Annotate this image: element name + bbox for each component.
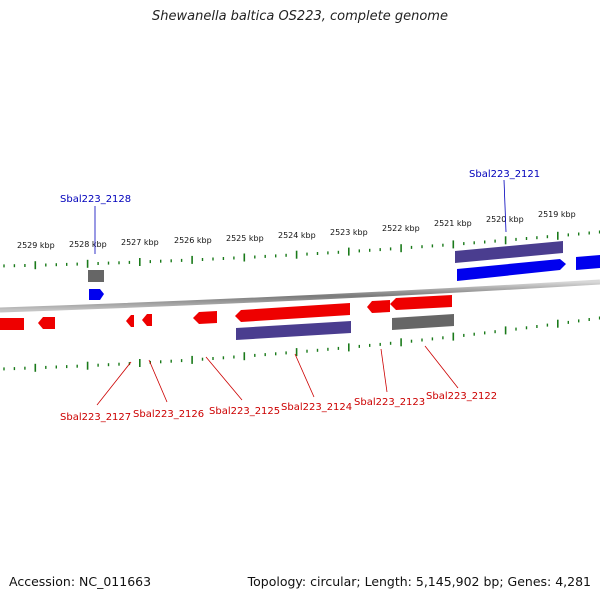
gene-arrow-small[interactable] <box>126 315 134 327</box>
kbp-label: 2524 kbp <box>278 231 316 240</box>
kbp-label-group: 2529 kbp 2528 kbp 2527 kbp 2526 kbp 2525… <box>17 210 576 250</box>
gene-label[interactable]: Sbal223_2125 <box>209 406 280 417</box>
gene-arrow-sbal223-2127[interactable] <box>38 317 55 329</box>
gene-arrow-sbal223-2121[interactable] <box>457 259 566 281</box>
leader-line <box>380 348 388 393</box>
gene-feature-gray[interactable] <box>88 270 104 282</box>
kbp-label: 2521 kbp <box>434 219 472 228</box>
forward-strand-features <box>88 241 600 300</box>
reverse-strand-features <box>0 295 454 340</box>
gene-label[interactable]: Sbal223_2127 <box>60 412 131 423</box>
gene-label[interactable]: Sbal223_2128 <box>60 194 131 205</box>
gene-feature-purple[interactable] <box>236 321 351 340</box>
gene-label[interactable]: Sbal223_2121 <box>469 169 540 180</box>
accession-text: Accession: NC_011663 <box>9 574 152 589</box>
leader-line <box>424 345 459 389</box>
gene-label[interactable]: Sbal223_2122 <box>426 391 497 402</box>
gene-label[interactable]: Sbal223_2126 <box>133 409 204 420</box>
gene-arrow-partial-left[interactable] <box>0 318 24 330</box>
kbp-label: 2529 kbp <box>17 241 55 250</box>
gene-arrow-sbal223-2122[interactable] <box>390 295 452 310</box>
label-leaders <box>94 179 507 406</box>
gene-arrow-partial[interactable] <box>576 255 600 270</box>
kbp-label: 2525 kbp <box>226 234 264 243</box>
leader-line <box>205 356 243 401</box>
gene-feature-purple[interactable] <box>455 241 563 263</box>
gene-arrow-sbal223-2124[interactable] <box>235 303 350 322</box>
kbp-label: 2520 kbp <box>486 215 524 224</box>
genome-backbone <box>0 279 600 313</box>
leader-line <box>503 179 507 233</box>
gene-arrow-sbal223-2126[interactable] <box>142 314 152 326</box>
genome-title: Shewanella baltica OS223, complete genom… <box>152 9 448 24</box>
gene-label[interactable]: Sbal223_2124 <box>281 402 352 413</box>
leader-line <box>96 361 132 406</box>
outer-tick-ruler <box>3 230 600 270</box>
gene-feature-gray[interactable] <box>392 314 454 330</box>
kbp-label: 2528 kbp <box>69 240 107 249</box>
gene-arrow-sbal223-2125[interactable] <box>193 311 217 324</box>
gene-arrow-sbal223-2123[interactable] <box>367 300 390 313</box>
gene-arrow-sbal223-2128[interactable] <box>89 289 104 300</box>
kbp-label: 2523 kbp <box>330 228 368 237</box>
gene-label[interactable]: Sbal223_2123 <box>354 397 425 408</box>
leader-line <box>294 353 315 398</box>
kbp-label: 2519 kbp <box>538 210 576 219</box>
kbp-label: 2526 kbp <box>174 236 212 245</box>
kbp-label: 2527 kbp <box>121 238 159 247</box>
genome-summary-text: Topology: circular; Length: 5,145,902 bp… <box>247 574 591 589</box>
kbp-label: 2522 kbp <box>382 224 420 233</box>
leader-line <box>148 359 168 403</box>
